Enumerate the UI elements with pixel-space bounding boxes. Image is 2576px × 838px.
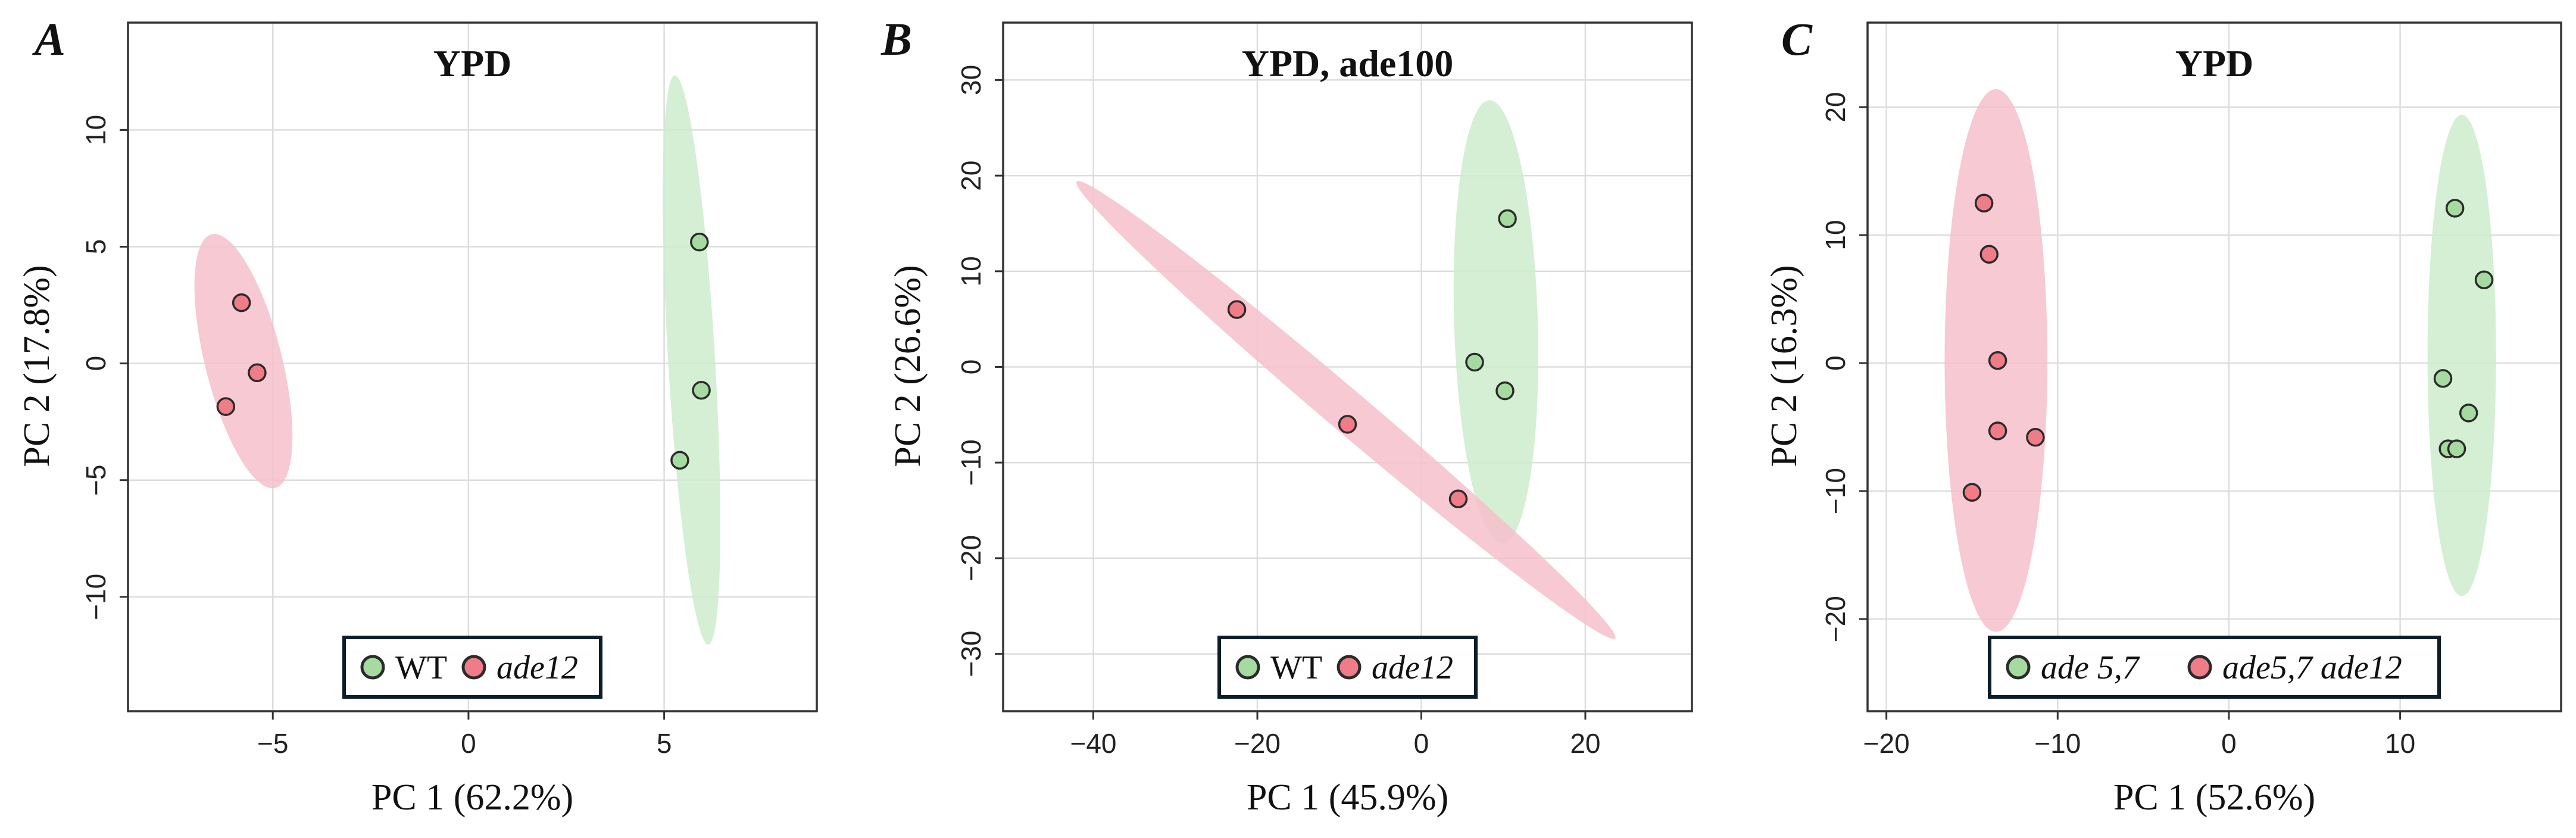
legend-marker-group-a [2006,655,2031,680]
data-point-group-b [1988,421,2007,440]
data-point-group-a [2445,199,2465,218]
confidence-ellipse-group-a [2427,114,2496,596]
data-point-group-a [2459,404,2478,423]
data-point-group-b [1227,300,1247,319]
data-point-group-a [2474,270,2494,290]
x-axis-label: PC 1 (45.9%) [1247,777,1448,818]
data-point-group-a [2447,439,2466,458]
x-axis-label: PC 1 (62.2%) [371,777,573,818]
data-point-group-b [1448,489,1468,509]
data-point-group-b [2026,428,2045,447]
legend-label: ade5,7 ade12 [2222,649,2402,686]
y-tick-label: −10 [1820,468,1851,514]
plot-frame [1866,21,2562,712]
y-tick-label: −10 [80,574,111,620]
data-point-group-b [232,293,251,312]
x-tick-label: 5 [657,728,672,759]
confidence-ellipse-group-a [1453,100,1538,544]
y-axis-label: PC 2 (17.8%) [17,265,57,467]
y-tick-label: −30 [956,631,986,677]
plot-frame [127,21,818,712]
data-point-group-a [1465,352,1484,372]
legend: WT ade12 [342,636,602,699]
plot-title: YPD [2175,42,2254,85]
legend-marker-group-b [1337,655,1362,680]
data-point-group-b [1979,245,1999,264]
data-point-group-b [1338,415,1357,434]
y-tick-label: −20 [956,535,986,581]
y-axis-label: PC 2 (26.6%) [888,265,928,467]
panel-a: A −5 0 5 −10 −5 0 5 10 YPD PC 1 (62.2%) PC 2 (17.8%… [17,13,818,818]
y-tick-label: 30 [956,65,986,95]
legend-marker-group-b [2187,655,2212,680]
data-point-group-b [1962,483,1982,502]
legend-marker-group-a [360,655,385,680]
x-tick-label: 20 [1570,728,1600,759]
legend-label: ade12 [497,649,578,686]
confidence-ellipse-group-b [1076,181,1616,639]
y-tick-label: 20 [956,161,986,191]
y-tick-label: −5 [80,464,111,495]
data-point-group-b [1974,193,1994,212]
y-axis-label: PC 2 (16.3%) [1764,265,1804,467]
y-tick-label: 5 [80,239,111,255]
data-point-group-a [1498,209,1517,229]
data-point-group-a [690,232,709,252]
legend-label: ade 5,7 [2041,649,2140,686]
data-point-group-a [692,380,711,400]
legend-marker-group-b [461,655,486,680]
y-tick-label: 0 [80,356,111,371]
legend-marker-group-a [1235,655,1260,680]
data-point-group-b [248,363,267,383]
y-tick-label: 10 [956,256,986,286]
y-tick-label: 20 [1820,92,1851,122]
data-point-group-b [1988,351,2007,370]
data-point-group-a [1495,381,1515,401]
data-point-group-a [670,451,689,470]
x-tick-label: −5 [257,728,288,759]
data-point-group-b [216,397,236,416]
confidence-ellipse-group-a [663,75,720,645]
panel-letter: C [1781,13,1813,65]
confidence-ellipse-group-b [194,234,293,489]
legend-label: ade12 [1372,649,1453,686]
y-tick-label: 10 [80,115,111,145]
x-tick-label: −40 [1070,728,1116,759]
legend-box [1988,636,2441,699]
y-tick-label: 0 [1820,355,1851,371]
panel-letter: A [32,13,65,65]
x-tick-label: −20 [1234,728,1281,759]
x-axis-label: PC 1 (52.6%) [2113,777,2315,818]
y-tick-label: 10 [1820,220,1851,250]
x-tick-label: 0 [1414,728,1429,759]
x-tick-label: −20 [1863,728,1910,759]
y-tick-label: −10 [956,439,986,486]
plot-title: YPD, ade100 [1242,42,1454,85]
x-tick-label: 10 [2385,728,2415,759]
data-point-group-a [2433,369,2453,388]
x-tick-label: −10 [2034,728,2081,759]
panel-b: B −40 −20 0 20 −30 −20 −10 0 10 20 30 YPD, ade100 PC … [880,13,1693,818]
panel-letter: B [880,13,912,65]
x-tick-label: 0 [2221,728,2237,759]
legend: WT ade12 [1217,636,1478,699]
y-tick-label: −20 [1820,596,1851,642]
x-tick-label: 0 [461,728,476,759]
y-tick-label: 0 [956,359,986,375]
legend-label: WT [1270,649,1322,686]
panel-c: C −20 −10 0 10 −20 −10 0 10 20 YPD PC 1 (52.6%) PC 2… [1764,13,2562,818]
legend-label: WT [395,649,447,686]
legend: ade 5,7 ade5,7 ade12 [1988,636,2441,699]
plot-title: YPD [433,42,512,85]
